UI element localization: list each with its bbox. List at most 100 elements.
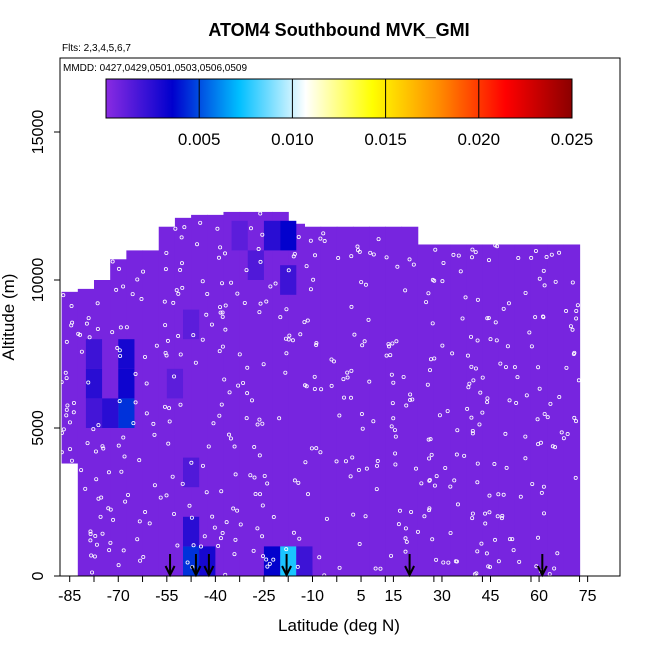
observation-point (220, 281, 225, 286)
observation-point (322, 239, 327, 244)
observation-point (470, 431, 475, 436)
observation-point (95, 301, 100, 306)
observation-point (403, 536, 408, 541)
observation-point (88, 529, 93, 534)
observation-point (283, 370, 288, 375)
observation-point (312, 387, 317, 392)
observation-point (495, 514, 500, 519)
heatmap-column (288, 223, 305, 576)
observation-point (426, 291, 431, 296)
observation-point (308, 287, 313, 292)
observation-point (460, 316, 465, 321)
heatmap-column (450, 244, 467, 576)
observation-point (297, 536, 302, 541)
observation-point (141, 269, 146, 274)
observation-point (205, 291, 210, 296)
observation-point (172, 374, 177, 379)
observation-point (284, 307, 289, 312)
observation-point (71, 410, 76, 415)
heatmap-cell (102, 398, 119, 428)
y-tick-label: 5000 (30, 410, 47, 446)
observation-point (167, 419, 172, 424)
observation-point (433, 247, 438, 252)
chart-title: ATOM4 Southbound MVK_GMI (208, 20, 469, 40)
observation-point (450, 351, 455, 356)
observation-point (537, 386, 542, 391)
observation-point (356, 467, 361, 472)
observation-point (517, 559, 522, 564)
observation-point (258, 301, 263, 306)
observation-point (437, 413, 442, 418)
observation-point (319, 387, 324, 392)
observation-point (162, 299, 167, 304)
observation-point (244, 268, 249, 273)
observation-point (493, 320, 498, 325)
observation-point (96, 423, 101, 428)
observation-point (496, 492, 501, 497)
heatmap-column (239, 211, 257, 576)
observation-point (516, 256, 521, 261)
observation-point (93, 534, 98, 539)
observation-point (427, 477, 432, 482)
observation-point (503, 431, 508, 436)
observation-point (154, 343, 159, 348)
observation-point (475, 549, 480, 554)
observation-point (363, 514, 368, 519)
observation-point (305, 318, 310, 323)
observation-point (61, 293, 66, 298)
observation-point (265, 564, 270, 569)
observation-point (355, 244, 360, 249)
observation-point (167, 406, 172, 411)
observation-point (360, 426, 365, 431)
observation-point (143, 510, 148, 515)
observation-point (351, 512, 356, 517)
observation-point (364, 466, 369, 471)
latitude-marker-arrow (281, 554, 292, 578)
observation-point (162, 404, 167, 409)
observation-point (371, 419, 376, 424)
x-tick-label: -70 (107, 588, 130, 605)
dates-note: MMDD: 0427,0429,0501,0503,0506,0509 (63, 63, 247, 74)
observation-point (557, 250, 562, 255)
observation-point (524, 393, 529, 398)
observation-point (217, 413, 222, 418)
observation-point (486, 564, 491, 569)
observation-point (176, 334, 181, 339)
heatmap-cells (61, 211, 581, 576)
observation-point (110, 330, 115, 335)
observation-point (219, 489, 224, 494)
observation-point (265, 481, 270, 486)
observation-point (501, 306, 506, 311)
observation-point (267, 561, 272, 566)
y-axis-label: Altitude (m) (0, 274, 18, 361)
observation-point (311, 277, 316, 282)
observation-point (395, 264, 400, 269)
observation-point (144, 411, 149, 416)
observation-point (455, 428, 460, 433)
observation-point (430, 537, 435, 542)
observation-point (180, 285, 185, 290)
x-tick-label: 45 (482, 588, 500, 605)
observation-point (571, 351, 576, 356)
observation-point (441, 560, 446, 565)
observation-point (345, 375, 350, 380)
observation-point (322, 573, 327, 576)
observation-point (260, 232, 265, 237)
observation-point (359, 412, 364, 417)
observation-point (99, 495, 104, 500)
observation-point (313, 253, 318, 258)
observation-point (542, 511, 547, 516)
observation-point (493, 537, 498, 542)
observation-point (170, 474, 175, 479)
observation-point (424, 300, 429, 305)
observation-point (553, 445, 558, 450)
observation-point (118, 354, 123, 359)
x-tick-label: 75 (579, 588, 597, 605)
observation-point (397, 508, 402, 513)
observation-point (337, 413, 342, 418)
observation-point (357, 542, 362, 547)
observation-point (391, 380, 396, 385)
observation-point (271, 557, 276, 562)
heatmap-cell (166, 368, 184, 399)
observation-point (219, 402, 224, 407)
